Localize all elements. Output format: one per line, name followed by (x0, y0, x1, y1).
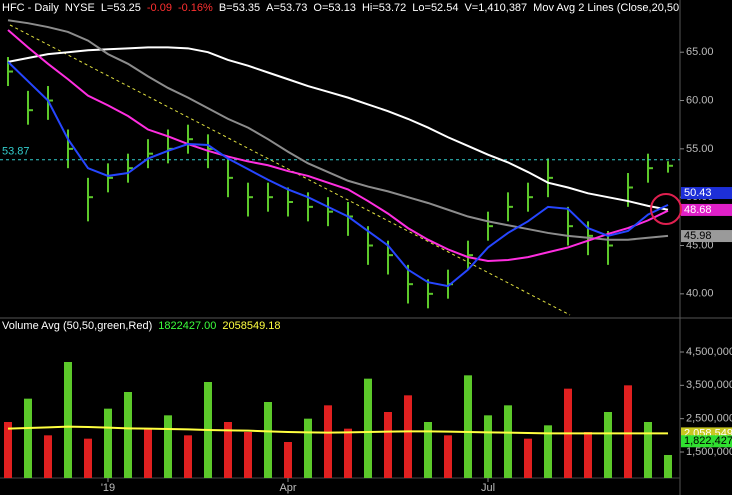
x-tick-label: '19 (101, 482, 115, 494)
volume-bar (224, 422, 232, 478)
header-segment: Mov Avg 2 Lines (Close,20,50 (533, 2, 679, 14)
y-tick-label: 2,500,000 (686, 413, 732, 425)
last-value-label: 45.98 (684, 230, 712, 242)
plot-layer: 40.0045.0050.0055.0060.0065.0053.8750.43… (0, 19, 732, 494)
volume-bar (524, 438, 532, 478)
volume-bar (144, 428, 152, 478)
header-segment: -0.09 (147, 2, 172, 14)
volume-bar (44, 435, 52, 478)
y-tick-label: 45.00 (686, 239, 714, 251)
y-tick-label: 1,500,000 (686, 446, 732, 458)
x-tick-label: Apr (279, 482, 296, 494)
volume-bar (604, 412, 612, 478)
moving-average (7, 61, 669, 288)
last-value-label: 1,822,427 (684, 435, 732, 447)
volume-bar (184, 435, 192, 478)
header-segment: 1822427.00 (158, 320, 216, 332)
moving-average (7, 19, 669, 241)
header-segment: V=1,410,387 (464, 2, 527, 14)
volume-bar (4, 422, 12, 478)
volume-bar (544, 425, 552, 478)
header-segment: NYSE (65, 2, 95, 14)
last-value-box (681, 203, 732, 216)
header-segment: -0.16% (178, 2, 213, 14)
volume-bar (444, 435, 452, 478)
y-tick-label: 40.00 (686, 288, 714, 300)
header-segment: Volume Avg (50,50,green,Red) (2, 320, 152, 332)
volume-bar (164, 415, 172, 478)
y-tick-label: 65.00 (686, 46, 714, 58)
last-value-box (681, 230, 732, 243)
volume-bar (364, 378, 372, 478)
volume-bar (244, 432, 252, 478)
header-segment: Hi=53.72 (362, 2, 406, 14)
header-segment: HFC - Daily (2, 2, 59, 14)
last-value-box (681, 187, 732, 200)
header-segment: O=53.13 (313, 2, 356, 14)
last-value-box (681, 435, 732, 448)
volume-bar (624, 385, 632, 478)
volume-bar (24, 398, 32, 478)
last-value-label: 48.68 (684, 204, 712, 216)
volume-bar (664, 454, 672, 478)
volume-bar (84, 438, 92, 478)
volume-header: Volume Avg (50,50,green,Red) 1822427.00 20… (2, 320, 280, 332)
reference-label: 53.87 (2, 146, 30, 158)
price-header: HFC - Daily NYSE L=53.25 -0.09 -0.16% B=53.35… (2, 2, 679, 14)
volume-bar (424, 422, 432, 478)
volume-bar (504, 405, 512, 478)
volume-bar (64, 362, 72, 478)
volume-bar (284, 442, 292, 478)
volume-bar (464, 375, 472, 478)
y-tick-label: 4,500,000 (686, 346, 732, 358)
volume-bar (484, 415, 492, 478)
volume-bar (384, 412, 392, 478)
volume-bar (104, 408, 112, 478)
volume-bar (324, 405, 332, 478)
header-segment: B=53.35 (219, 2, 260, 14)
header-segment: L=53.25 (101, 2, 141, 14)
volume-bar (264, 402, 272, 478)
moving-average (7, 425, 669, 435)
header-segment: Lo=52.54 (412, 2, 458, 14)
y-tick-label: 55.00 (686, 143, 714, 155)
volume-bar (304, 418, 312, 478)
y-tick-label: 3,500,000 (686, 379, 732, 391)
last-value-label: 50.43 (684, 187, 712, 199)
volume-bar (344, 428, 352, 478)
x-tick-label: Jul (481, 482, 495, 494)
highlight-circle (650, 193, 682, 225)
header-segment: A=53.73 (266, 2, 307, 14)
volume-bar (404, 395, 412, 478)
header-segment: 2058549.18 (222, 320, 280, 332)
volume-bar (644, 422, 652, 478)
y-tick-label: 60.00 (686, 94, 714, 106)
volume-bar (584, 432, 592, 478)
moving-average (7, 46, 669, 211)
moving-average (7, 29, 669, 262)
volume-bar (124, 392, 132, 478)
